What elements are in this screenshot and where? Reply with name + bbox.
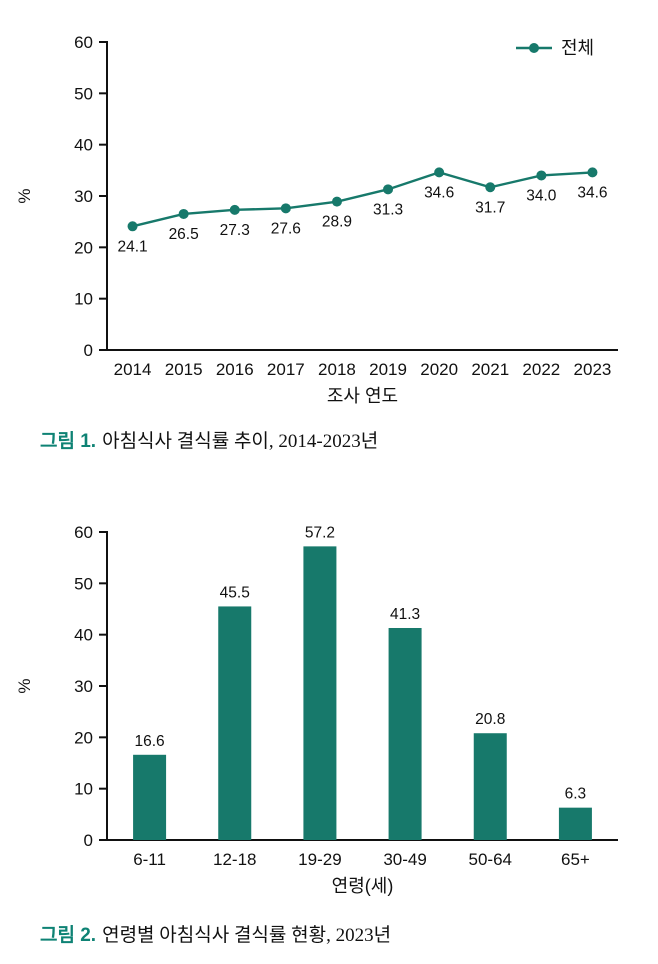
svg-text:2014: 2014 <box>114 360 152 379</box>
svg-text:10: 10 <box>74 780 93 799</box>
svg-text:40: 40 <box>74 626 93 645</box>
series-line <box>127 167 598 232</box>
svg-text:2019: 2019 <box>369 360 407 379</box>
svg-text:10: 10 <box>74 290 93 309</box>
svg-text:20: 20 <box>74 728 93 747</box>
x-axis-label: 연령(세) <box>332 876 394 896</box>
svg-text:65+: 65+ <box>561 850 590 869</box>
figure1-caption: 그림 1. 아침식사 결식률 추이, 2014-2023년 <box>0 430 658 470</box>
svg-text:34.6: 34.6 <box>424 184 454 201</box>
bar <box>558 807 592 840</box>
axes: 0 10 20 30 40 50 60% 조사 연도 <box>15 33 618 406</box>
figure1-caption-label: 그림 1. <box>40 431 97 452</box>
svg-text:12-18: 12-18 <box>213 850 256 869</box>
data-labels: 16.6 45.5 57.2 41.3 20.8 6.3 <box>134 524 586 802</box>
svg-text:2022: 2022 <box>522 360 560 379</box>
bar <box>133 754 167 840</box>
svg-text:28.9: 28.9 <box>322 214 352 231</box>
axes: 0 10 20 30 40 50 60% 연령(세) <box>15 523 618 896</box>
svg-text:2017: 2017 <box>267 360 305 379</box>
figure2-caption-text: 연령별 아침식사 결식률 현황, 2023년 <box>102 925 392 946</box>
svg-text:60: 60 <box>74 33 93 52</box>
svg-text:19-29: 19-29 <box>298 850 341 869</box>
svg-text:27.6: 27.6 <box>271 220 301 237</box>
svg-text:30: 30 <box>74 677 93 696</box>
x-axis-ticks: 2014 2015 2016 2017 2018 2019 2020 2021 2022 2023 <box>114 360 612 379</box>
svg-text:2018: 2018 <box>318 360 356 379</box>
svg-text:27.3: 27.3 <box>220 222 250 239</box>
x-axis-ticks: 6-11 12-18 19-29 30-49 50-64 65+ <box>133 850 590 869</box>
bar-chart-breakfast-skipping-by-age: 0 10 20 30 40 50 60% 연령(세) 6-11 12-18 19-29 30-49 50… <box>15 523 618 896</box>
svg-text:26.5: 26.5 <box>169 226 199 243</box>
svg-text:30-49: 30-49 <box>383 850 426 869</box>
bars <box>133 546 592 840</box>
legend: 전체 <box>516 38 594 58</box>
svg-text:45.5: 45.5 <box>220 584 250 601</box>
svg-text:0: 0 <box>84 341 93 360</box>
svg-text:41.3: 41.3 <box>390 606 420 623</box>
figure1: 0 10 20 30 40 50 60% 조사 연도 2014 2015 2016 2017 2018 2… <box>0 0 658 470</box>
bar <box>388 627 422 840</box>
svg-text:6.3: 6.3 <box>565 786 587 803</box>
svg-text:20.8: 20.8 <box>475 711 505 728</box>
svg-text:31.3: 31.3 <box>373 201 403 218</box>
y-axis-label: % <box>15 678 34 693</box>
bar <box>473 733 507 840</box>
svg-text:50: 50 <box>74 574 93 593</box>
svg-text:40: 40 <box>74 136 93 155</box>
figure2: 0 10 20 30 40 50 60% 연령(세) 6-11 12-18 19-29 30-49 50… <box>0 506 658 964</box>
svg-text:30: 30 <box>74 187 93 206</box>
bar <box>218 606 252 840</box>
svg-text:31.7: 31.7 <box>475 199 505 216</box>
svg-text:60: 60 <box>74 523 93 542</box>
x-axis-label: 조사 연도 <box>327 386 398 406</box>
svg-text:57.2: 57.2 <box>305 524 335 541</box>
svg-text:50-64: 50-64 <box>469 850 512 869</box>
figure2-caption-label: 그림 2. <box>40 925 97 946</box>
legend-label: 전체 <box>561 38 594 58</box>
y-axis-label: % <box>15 188 34 203</box>
svg-text:2015: 2015 <box>165 360 203 379</box>
svg-text:2016: 2016 <box>216 360 254 379</box>
svg-text:20: 20 <box>74 238 93 257</box>
svg-text:24.1: 24.1 <box>117 238 147 255</box>
figure2-caption: 그림 2. 연령별 아침식사 결식률 현황, 2023년 <box>0 924 658 964</box>
svg-text:2023: 2023 <box>574 360 612 379</box>
svg-text:2020: 2020 <box>420 360 458 379</box>
svg-text:34.0: 34.0 <box>526 187 557 204</box>
data-labels: 24.1 26.5 27.3 27.6 28.9 31.3 34.6 31.7 34.0 34.6 <box>117 184 607 255</box>
svg-text:34.6: 34.6 <box>577 184 607 201</box>
svg-text:50: 50 <box>74 84 93 103</box>
bar <box>303 546 337 840</box>
svg-text:0: 0 <box>84 831 93 850</box>
svg-text:16.6: 16.6 <box>134 733 164 750</box>
figure1-caption-text: 아침식사 결식률 추이, 2014-2023년 <box>102 431 379 452</box>
svg-text:2021: 2021 <box>471 360 509 379</box>
svg-text:6-11: 6-11 <box>133 850 166 869</box>
